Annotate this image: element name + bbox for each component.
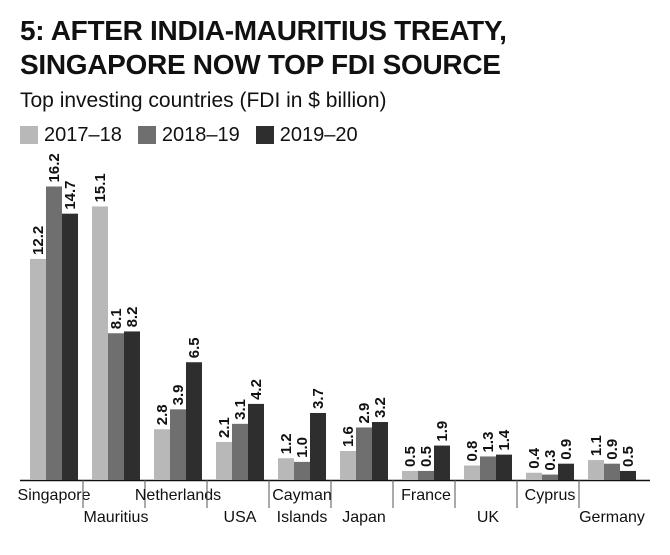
bar-2-0 (154, 429, 170, 480)
bar-value-label-5-1: 2.9 (356, 403, 373, 424)
bar-3-0 (216, 441, 232, 480)
bar-value-label-4-1: 1.0 (294, 437, 311, 458)
bar-value-label-0-0: 12.2 (30, 226, 47, 255)
category-label-4-0: Cayman (272, 487, 332, 504)
category-label-2: Netherlands (135, 487, 221, 504)
bar-value-label-8-0: 0.4 (526, 447, 543, 469)
category-label-0: Singapore (18, 487, 91, 504)
category-label-4-1: Islands (277, 509, 328, 526)
bar-value-label-2-2: 6.5 (186, 337, 203, 358)
bar-value-label-0-2: 14.7 (62, 180, 79, 209)
bar-1-1 (108, 333, 124, 480)
bar-value-label-3-0: 2.1 (216, 417, 233, 438)
bar-6-2 (434, 445, 450, 480)
bar-8-0 (526, 472, 542, 480)
bar-9-0 (588, 460, 604, 480)
bar-5-1 (356, 427, 372, 480)
bar-value-label-6-2: 1.9 (434, 421, 451, 442)
bar-4-2 (310, 412, 326, 480)
bar-value-label-1-0: 15.1 (92, 173, 109, 202)
legend-item-2017-18: 2017–18 (20, 123, 122, 147)
bar-value-label-8-2: 0.9 (558, 439, 575, 460)
bar-5-0 (340, 451, 356, 480)
bar-1-2 (124, 331, 140, 480)
bar-value-label-9-1: 0.9 (604, 439, 621, 460)
bar-0-2 (62, 213, 78, 480)
bar-value-label-4-2: 3.7 (310, 388, 327, 409)
bar-value-label-6-1: 0.5 (418, 446, 435, 467)
bar-value-label-7-2: 1.4 (496, 429, 513, 451)
bar-7-1 (480, 456, 496, 480)
bar-value-label-2-1: 3.9 (170, 384, 187, 405)
category-label-3: USA (224, 509, 257, 526)
bar-value-label-4-0: 1.2 (278, 433, 295, 454)
chart-title: 5: AFTER INDIA-MAURITIUS TREATY, SINGAPO… (20, 15, 507, 80)
bar-3-2 (248, 403, 264, 480)
bar-4-0 (278, 458, 294, 480)
bar-value-label-3-2: 4.2 (248, 379, 265, 400)
legend-label-2019-20: 2019–20 (279, 124, 358, 146)
bar-5-2 (372, 422, 388, 480)
bar-8-1 (542, 474, 558, 480)
bar-value-label-5-0: 1.6 (340, 426, 357, 447)
bar-value-label-9-0: 1.1 (588, 435, 605, 456)
legend-swatch-2019-20 (255, 126, 274, 144)
category-label-8: Cyprus (525, 487, 576, 504)
bar-value-label-0-1: 16.2 (46, 153, 63, 182)
bar-value-label-1-1: 8.1 (108, 308, 125, 329)
legend-label-2018-19: 2018–19 (161, 124, 240, 146)
bar-6-1 (418, 470, 434, 480)
bar-value-label-7-0: 0.8 (464, 441, 481, 462)
legend-label-2017-18: 2017–18 (44, 124, 122, 146)
bar-value-label-5-2: 3.2 (372, 397, 389, 418)
bar-value-label-8-1: 0.3 (542, 450, 559, 471)
bar-value-label-1-2: 8.2 (124, 307, 141, 328)
bar-2-1 (170, 409, 186, 480)
bar-6-0 (402, 470, 418, 480)
bar-7-2 (496, 454, 512, 480)
bar-value-label-3-1: 3.1 (232, 399, 249, 420)
bar-value-label-7-1: 1.3 (480, 432, 497, 453)
bar-4-1 (294, 461, 310, 480)
category-label-7: UK (477, 509, 500, 526)
bar-0-0 (30, 258, 46, 480)
bar-value-label-6-0: 0.5 (402, 446, 419, 467)
bar-2-2 (186, 362, 202, 480)
bar-value-label-2-0: 2.8 (154, 404, 171, 425)
bar-7-0 (464, 465, 480, 480)
bar-8-2 (558, 463, 574, 480)
legend-swatch-2018-19 (137, 126, 156, 144)
bar-9-1 (604, 463, 620, 480)
category-label-1: Mauritius (84, 509, 149, 526)
legend: 2017–18 2018–19 2019–20 (20, 123, 374, 147)
bar-3-1 (232, 423, 248, 480)
bar-value-label-9-2: 0.5 (620, 446, 637, 467)
category-label-6: France (401, 487, 451, 504)
bar-0-1 (46, 186, 62, 480)
legend-item-2019-20: 2019–20 (255, 123, 358, 147)
chart-subtitle: Top investing countries (FDI in $ billio… (20, 89, 387, 112)
category-label-9: Germany (579, 509, 645, 526)
category-label-5: Japan (342, 509, 386, 526)
legend-item-2018-19: 2018–19 (137, 123, 240, 147)
bar-9-2 (620, 470, 636, 480)
legend-swatch-2017-18 (20, 126, 38, 144)
bar-1-0 (92, 206, 108, 480)
